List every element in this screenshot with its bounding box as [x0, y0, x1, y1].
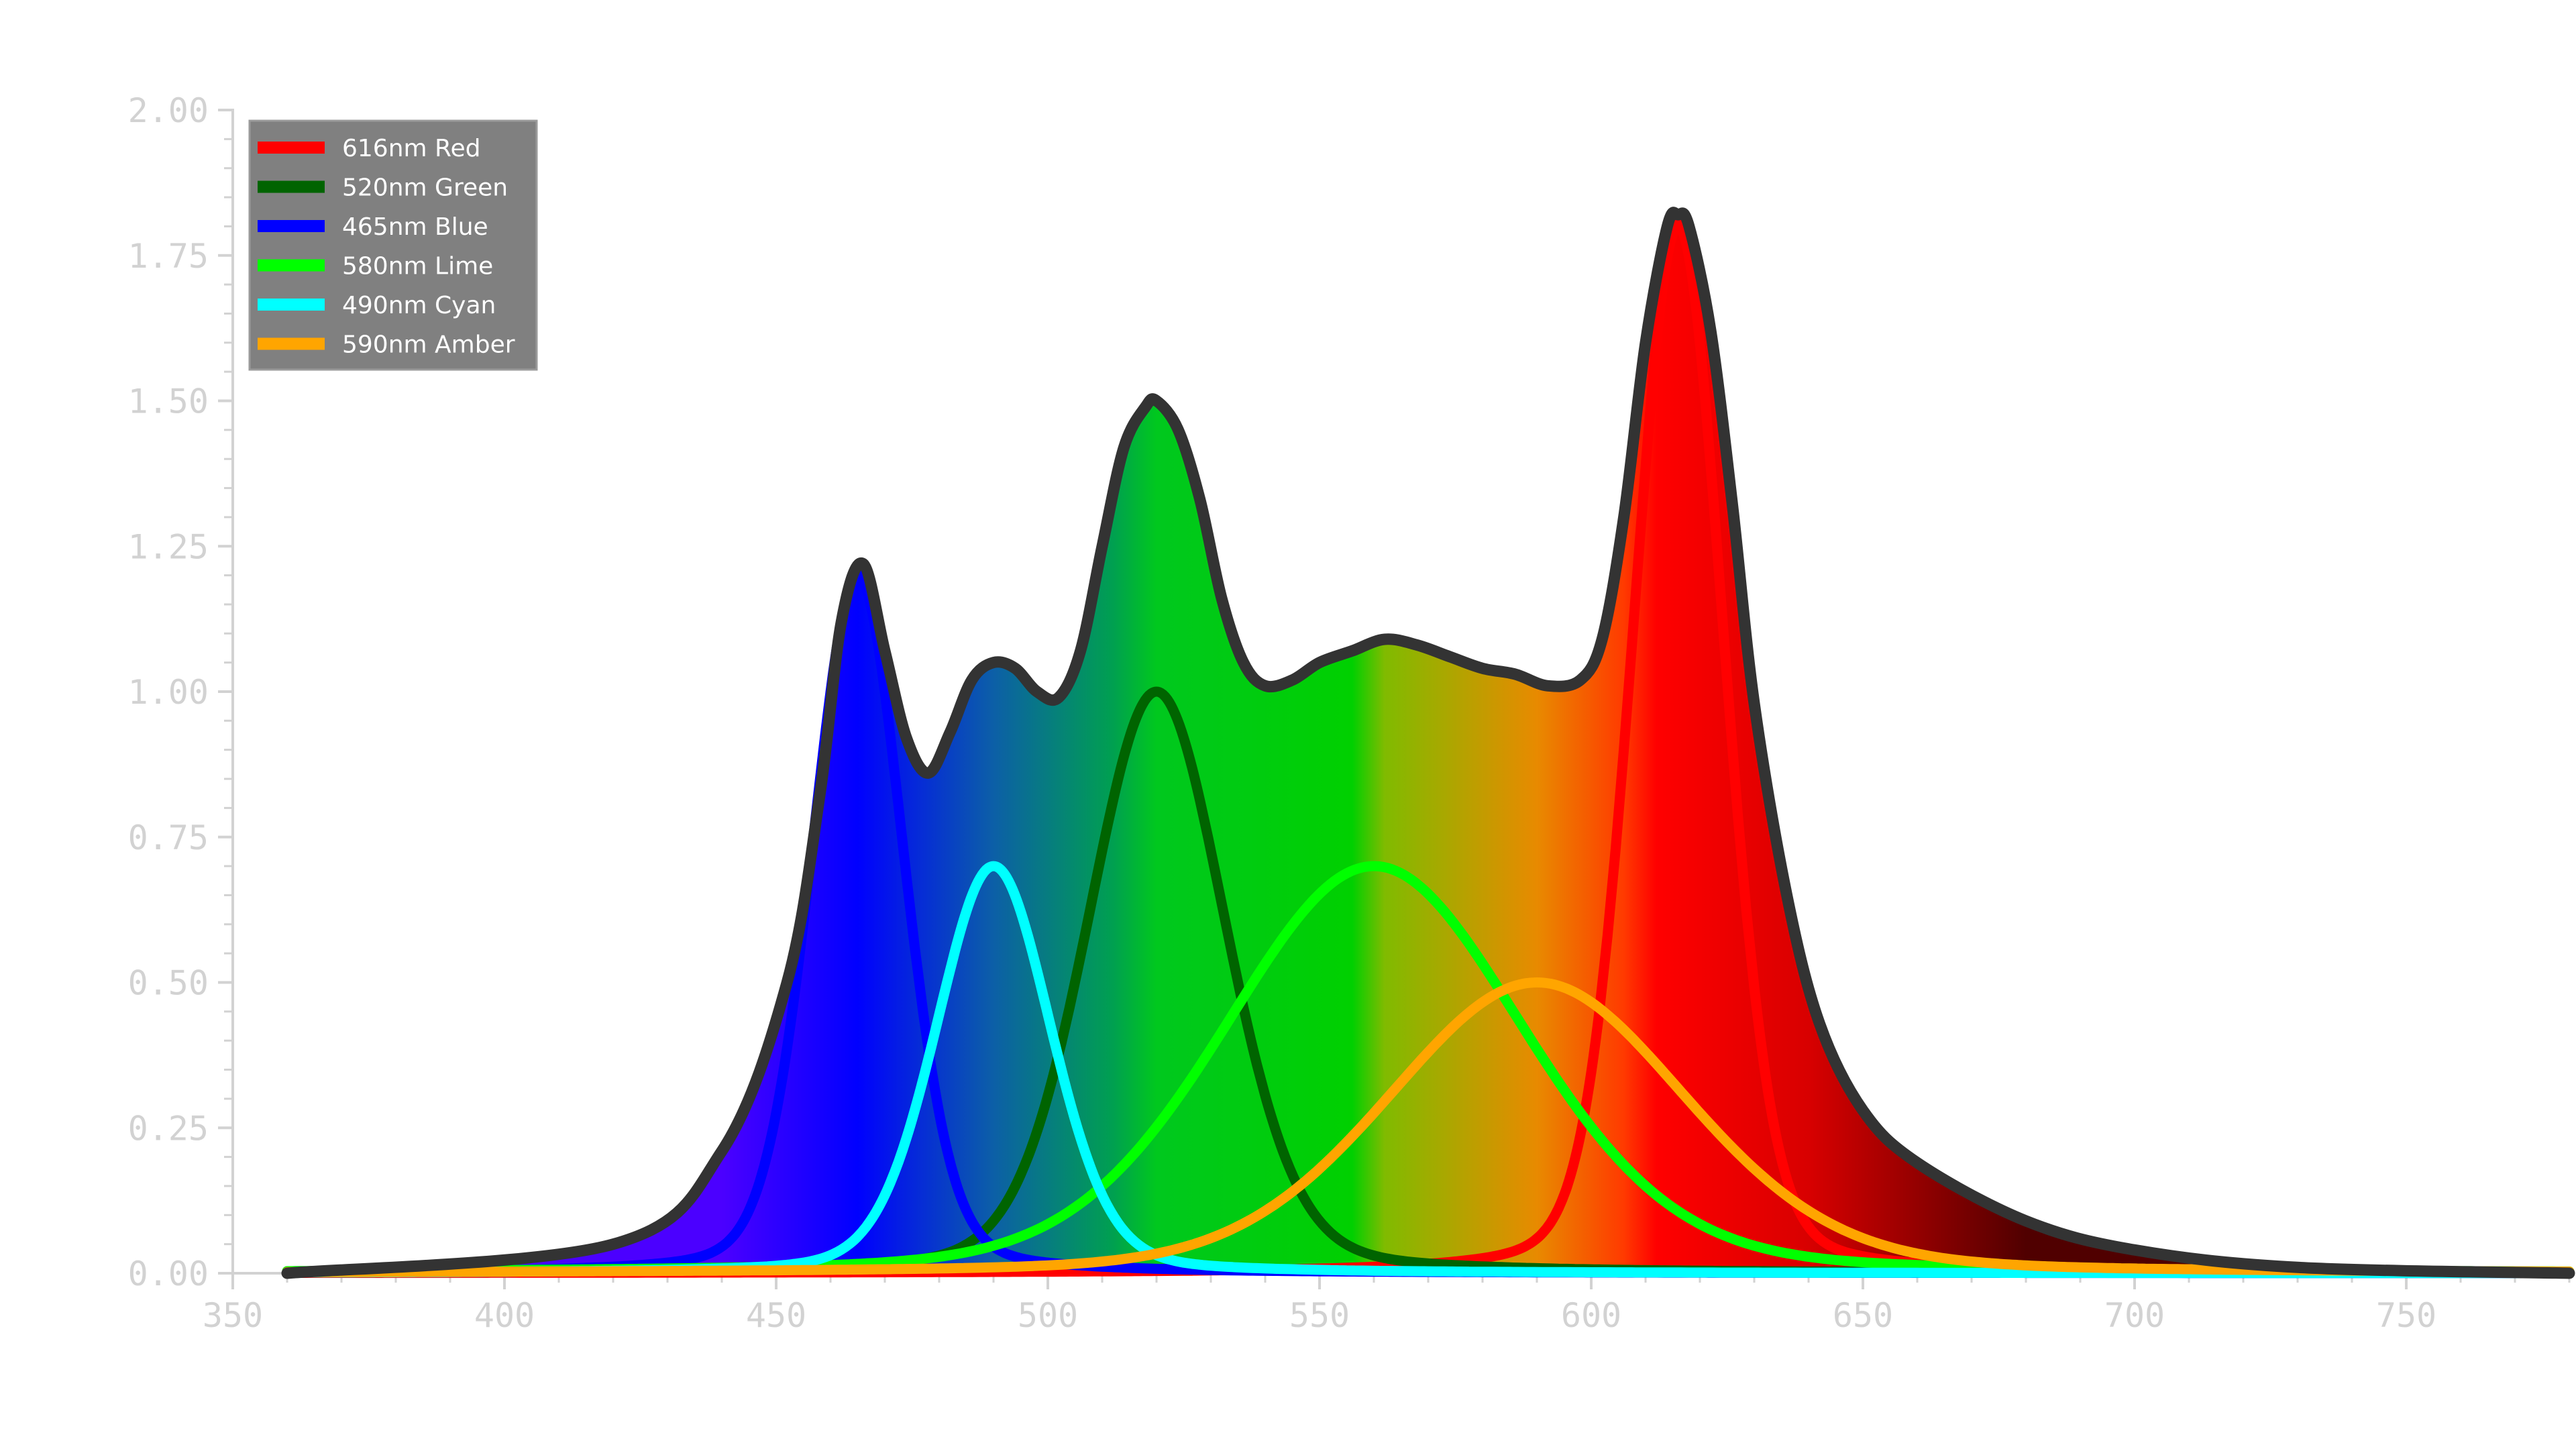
legend-label-590nm-amber: 590nm Amber [342, 331, 515, 359]
series-line-590nm-amber [282, 977, 2575, 1277]
legend: 616nm Red 520nm Green 465nm Blue 580nm Lime… [248, 119, 538, 371]
y-tick-label: 0.25 [128, 1109, 209, 1148]
x-tick-label: 700 [2104, 1296, 2165, 1335]
x-tick-label: 550 [1289, 1296, 1350, 1335]
x-tick-label: 650 [1833, 1296, 1893, 1335]
x-tick-label: 600 [1561, 1296, 1621, 1335]
legend-label-580nm-lime: 580nm Lime [342, 253, 493, 280]
x-tick-label: 350 [203, 1296, 263, 1335]
total-spectrum-line [281, 207, 2575, 1279]
y-tick-label: 1.00 [128, 673, 209, 712]
y-tick-label: 0.75 [128, 818, 209, 857]
plot-area [281, 207, 2575, 1279]
legend-label-616nm-red: 616nm Red [342, 135, 480, 162]
x-tick-label: 500 [1018, 1296, 1078, 1335]
axes: 0.00 0.25 0.50 0.75 1.00 1.25 1.50 1.75 2.00 350 4… [128, 91, 2573, 1335]
legend-box [248, 119, 538, 371]
y-tick-label: 1.25 [128, 527, 209, 566]
x-tick-label: 750 [2376, 1296, 2436, 1335]
y-tick-label: 1.75 [128, 237, 209, 276]
legend-label-465nm-blue: 465nm Blue [342, 213, 488, 241]
y-tick-label: 1.50 [128, 382, 209, 421]
legend-label-490nm-cyan: 490nm Cyan [342, 292, 496, 319]
legend-label-520nm-green: 520nm Green [342, 174, 508, 202]
x-tick-label: 400 [474, 1296, 535, 1335]
x-tick-label: 450 [746, 1296, 806, 1335]
y-tick-label: 0.00 [128, 1254, 209, 1293]
spectrum-fill-area [287, 212, 2569, 1273]
y-tick-label: 0.50 [128, 964, 209, 1003]
y-tick-label: 2.00 [128, 91, 209, 130]
